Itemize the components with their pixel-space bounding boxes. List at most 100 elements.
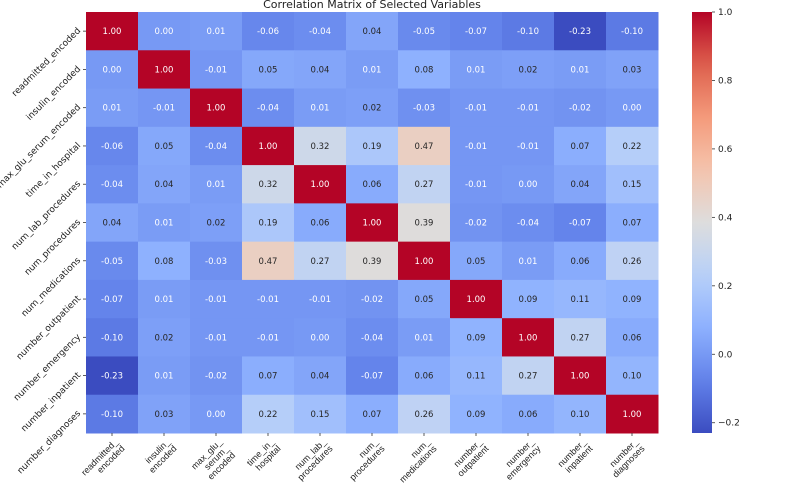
cell-value-label: -0.05: [101, 257, 123, 267]
heatmap-cell: [190, 126, 243, 166]
cell-value-label: 0.47: [259, 257, 278, 267]
cell-value-label: 0.03: [155, 410, 174, 420]
heatmap-cell: [398, 203, 451, 243]
y-tick-label: number_emergency: [12, 332, 83, 403]
cell-value-label: 0.01: [363, 65, 382, 75]
heatmap-cell: [138, 356, 191, 396]
cell-value-label: 0.04: [363, 27, 382, 37]
heatmap-cell: [86, 203, 139, 243]
heatmap-cell: [346, 394, 399, 434]
cell-value-label: 0.27: [311, 257, 330, 267]
cell-value-label: 0.07: [571, 142, 590, 152]
cell-value-label: -0.01: [257, 333, 279, 343]
heatmap-cell: [502, 394, 555, 434]
y-tick-label: readmitted_encoded: [10, 26, 83, 99]
heatmap-cell: [242, 241, 295, 281]
cell-value-label: -0.07: [465, 27, 487, 37]
cell-value-label: 0.01: [155, 219, 174, 229]
cell-value-label: -0.07: [569, 219, 591, 229]
cell-value-label: 0.09: [467, 333, 486, 343]
cell-value-label: -0.01: [517, 142, 539, 152]
heatmap-cells: 1.00 0.00 0.01 -0.06 -0.04 0.04 -0.05 -0.07 -0.1…: [86, 12, 659, 434]
cell-value-label: 0.22: [623, 142, 642, 152]
cell-value-label: -0.02: [361, 295, 383, 305]
cell-value-label: -0.01: [309, 295, 331, 305]
cell-value-label: 0.04: [155, 180, 174, 190]
colorbar-tick-label: 1.0: [718, 8, 733, 18]
heatmap-cell: [86, 394, 139, 434]
cell-value-label: -0.01: [257, 295, 279, 305]
cell-value-label: -0.01: [205, 295, 227, 305]
cell-value-label: 0.15: [311, 410, 330, 420]
heatmap-cell: [242, 50, 295, 90]
cell-value-label: 0.19: [363, 142, 382, 152]
heatmap-cell: [346, 279, 399, 319]
cell-value-label: 0.07: [623, 219, 642, 229]
cell-value-label: 0.11: [571, 295, 590, 305]
cell-value-label: 0.00: [155, 27, 174, 37]
heatmap-cell: [450, 88, 503, 128]
heatmap-cell: [346, 88, 399, 128]
heatmap-cell: [242, 356, 295, 396]
x-tick-label: insulin_encoded: [140, 436, 179, 475]
cell-value-label: 1.00: [259, 142, 278, 152]
cell-value-label: 0.00: [311, 333, 330, 343]
heatmap-cell: [86, 165, 139, 204]
heatmap-cell: [190, 318, 243, 357]
colorbar-tick-label: 0.2: [718, 282, 732, 292]
cell-value-label: 0.06: [623, 333, 642, 343]
cell-value-label: 0.07: [259, 372, 278, 382]
heatmap-cell: [294, 88, 347, 128]
cell-value-label: 0.39: [415, 219, 434, 229]
cell-value-label: 0.22: [259, 410, 278, 420]
cell-value-label: -0.02: [569, 104, 591, 114]
heatmap-cell: [242, 318, 295, 357]
cell-value-label: 0.05: [259, 65, 278, 75]
heatmap-cell: [190, 241, 243, 281]
heatmap-cell: [398, 165, 451, 204]
heatmap-cell: [138, 241, 191, 281]
chart-title: Correlation Matrix of Selected Variables: [263, 0, 481, 11]
heatmap-cell: [294, 126, 347, 166]
heatmap-cell: [86, 356, 139, 396]
cell-value-label: 0.00: [207, 410, 226, 420]
cell-value-label: 0.05: [415, 295, 434, 305]
heatmap-cell: [450, 318, 503, 357]
heatmap-cell: [190, 394, 243, 434]
heatmap-cell: [502, 318, 555, 357]
y-tick-label: num_lab_procedures: [10, 179, 83, 252]
heatmap-cell: [346, 241, 399, 281]
heatmap-cell: [242, 126, 295, 166]
heatmap-cell: [86, 12, 139, 51]
cell-value-label: 0.02: [363, 104, 382, 114]
cell-value-label: 0.01: [311, 104, 330, 114]
cell-value-label: 0.01: [571, 65, 590, 75]
heatmap-cell: [190, 165, 243, 204]
x-tick-label: max_glu_serum_encoded: [189, 436, 238, 485]
heatmap-cell: [86, 126, 139, 166]
cell-value-label: 0.27: [519, 372, 538, 382]
heatmap-cell: [398, 394, 451, 434]
heatmap-cell: [554, 50, 607, 90]
heatmap-cell: [242, 88, 295, 128]
cell-value-label: 0.09: [519, 295, 538, 305]
colorbar: [692, 12, 712, 433]
heatmap-cell: [346, 356, 399, 396]
heatmap-cell: [86, 318, 139, 357]
cell-value-label: -0.01: [465, 104, 487, 114]
cell-value-label: 0.32: [259, 180, 278, 190]
heatmap-cell: [450, 203, 503, 243]
heatmap-cell: [190, 50, 243, 90]
heatmap-cell: [502, 88, 555, 128]
heatmap-cell: [294, 241, 347, 281]
cell-value-label: -0.10: [621, 27, 643, 37]
colorbar-tick-label: 0.4: [718, 213, 733, 223]
heatmap-cell: [606, 318, 659, 357]
heatmap-cell: [554, 318, 607, 357]
cell-value-label: 0.03: [623, 65, 642, 75]
heatmap-cell: [606, 203, 659, 243]
cell-value-label: 0.08: [155, 257, 174, 267]
cell-value-label: 1.00: [415, 257, 434, 267]
cell-value-label: -0.04: [101, 180, 123, 190]
